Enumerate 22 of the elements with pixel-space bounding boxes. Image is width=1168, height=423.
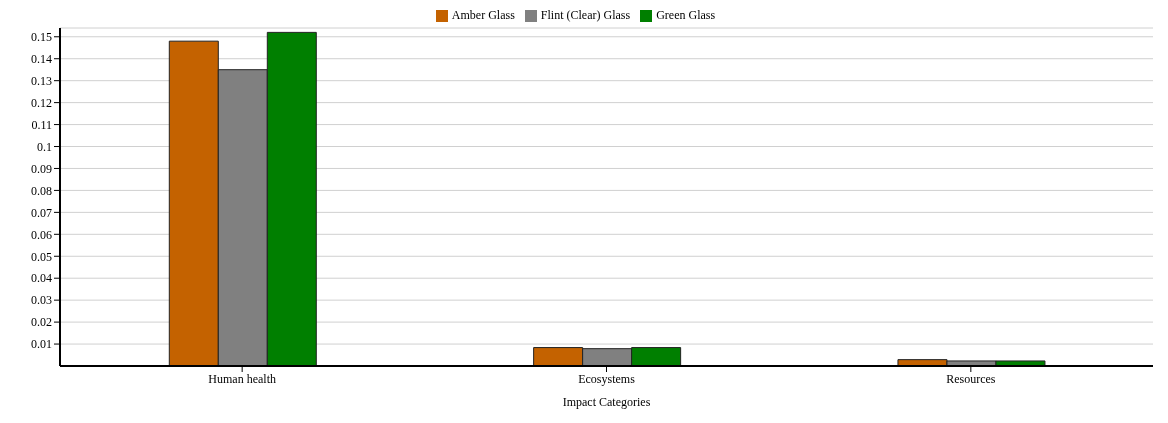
x-tick-label: Resources [946,371,996,386]
y-tick-label: 0.03 [31,293,52,308]
legend-label: Amber Glass [451,8,515,22]
y-tick-label: 0.04 [31,271,52,286]
y-tick-label: 0.11 [31,117,52,132]
y-tick-label: 0.14 [31,51,52,66]
x-tick-label: Ecosystems [578,371,636,386]
y-tick-label: 0.02 [31,315,52,330]
y-tick-label: 0.06 [31,227,52,242]
y-tick-label: 0.1 [37,139,52,154]
x-tick-label: Human health [208,371,276,386]
legend-label: Green Glass [656,8,716,22]
y-tick-label: 0.12 [31,95,52,110]
y-tick-label: 0.01 [31,337,52,352]
y-tick-label: 0.08 [31,183,52,198]
x-axis-title: Impact Categories [562,395,651,409]
legend-label: Flint (Clear) Glass [540,8,631,22]
y-tick-label: 0.13 [31,73,52,88]
y-tick-label: 0.05 [31,249,52,264]
y-tick-label: 0.15 [31,30,52,45]
y-tick-label: 0.09 [31,161,52,176]
y-tick-label: 0.07 [31,205,52,220]
